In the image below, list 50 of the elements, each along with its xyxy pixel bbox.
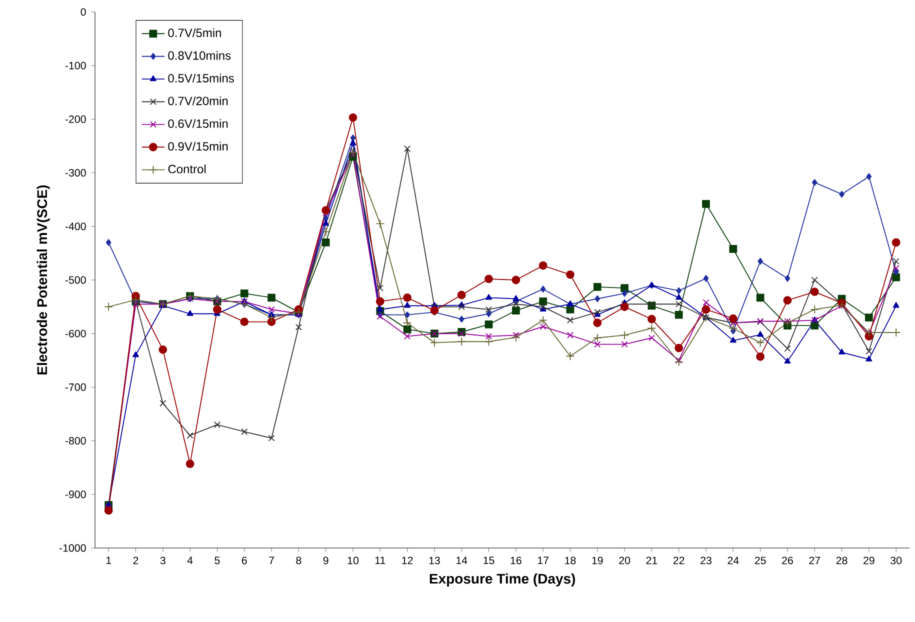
x-tick-label: 20 [619, 556, 630, 564]
x-tick-label: 15 [484, 556, 494, 564]
legend-label: 0.6V/15min [168, 119, 228, 128]
y-tick-label: 0 [80, 8, 86, 16]
y-tick-label: -700 [65, 383, 86, 391]
y-tick-label: -900 [65, 490, 86, 498]
x-tick-label: 18 [565, 556, 576, 564]
x-tick-label: 5 [214, 556, 220, 564]
x-tick-label: 14 [456, 556, 468, 564]
legend-label: Control [168, 164, 206, 174]
x-tick-label: 10 [348, 556, 358, 564]
x-tick-label: 12 [402, 556, 413, 564]
y-tick-label: -300 [65, 169, 86, 177]
x-tick-label: 6 [242, 556, 247, 564]
legend-label: 0.5V/15mins [168, 74, 234, 83]
x-tick-label: 22 [673, 556, 684, 564]
x-tick-label: 26 [782, 556, 793, 564]
y-tick-label: -600 [65, 330, 86, 338]
x-tick-label: 24 [728, 556, 739, 564]
legend-label: 0.9V/15min [168, 142, 228, 151]
y-tick-label: -500 [65, 276, 86, 284]
x-tick-label: 7 [269, 556, 274, 564]
legend-label: 0.8V10mins [168, 50, 231, 60]
legend-label: 0.7V/20min [168, 96, 228, 106]
y-tick-label: -200 [65, 115, 86, 123]
y-tick-label: -800 [65, 437, 86, 445]
y-axis-title: Electrode Potential mV(SCE) [36, 185, 50, 374]
legend-label: 0.7V/5min [168, 28, 221, 38]
x-tick-label: 28 [836, 556, 848, 564]
x-tick-label: 9 [323, 556, 328, 564]
x-tick-label: 16 [510, 556, 522, 564]
x-tick-label: 23 [700, 556, 712, 564]
x-axis-title: Exposure Time (Days) [430, 573, 576, 586]
x-tick-label: 1 [106, 556, 112, 564]
y-tick-label: -400 [65, 222, 86, 230]
x-tick-label: 8 [296, 556, 302, 564]
x-tick-label: 29 [864, 556, 874, 564]
x-tick-label: 2 [133, 556, 138, 564]
x-tick-label: 30 [890, 556, 902, 564]
x-tick-label: 13 [429, 556, 440, 564]
x-tick-label: 4 [187, 556, 193, 564]
x-tick-label: 21 [646, 556, 658, 564]
x-tick-label: 27 [809, 556, 820, 564]
y-tick-label: -1000 [59, 544, 86, 552]
x-tick-label: 3 [160, 556, 166, 564]
x-tick-label: 17 [538, 556, 548, 564]
x-tick-label: 25 [754, 556, 766, 564]
x-tick-label: 19 [592, 556, 603, 564]
y-tick-label: -100 [65, 62, 86, 70]
x-tick-label: 11 [375, 556, 386, 564]
